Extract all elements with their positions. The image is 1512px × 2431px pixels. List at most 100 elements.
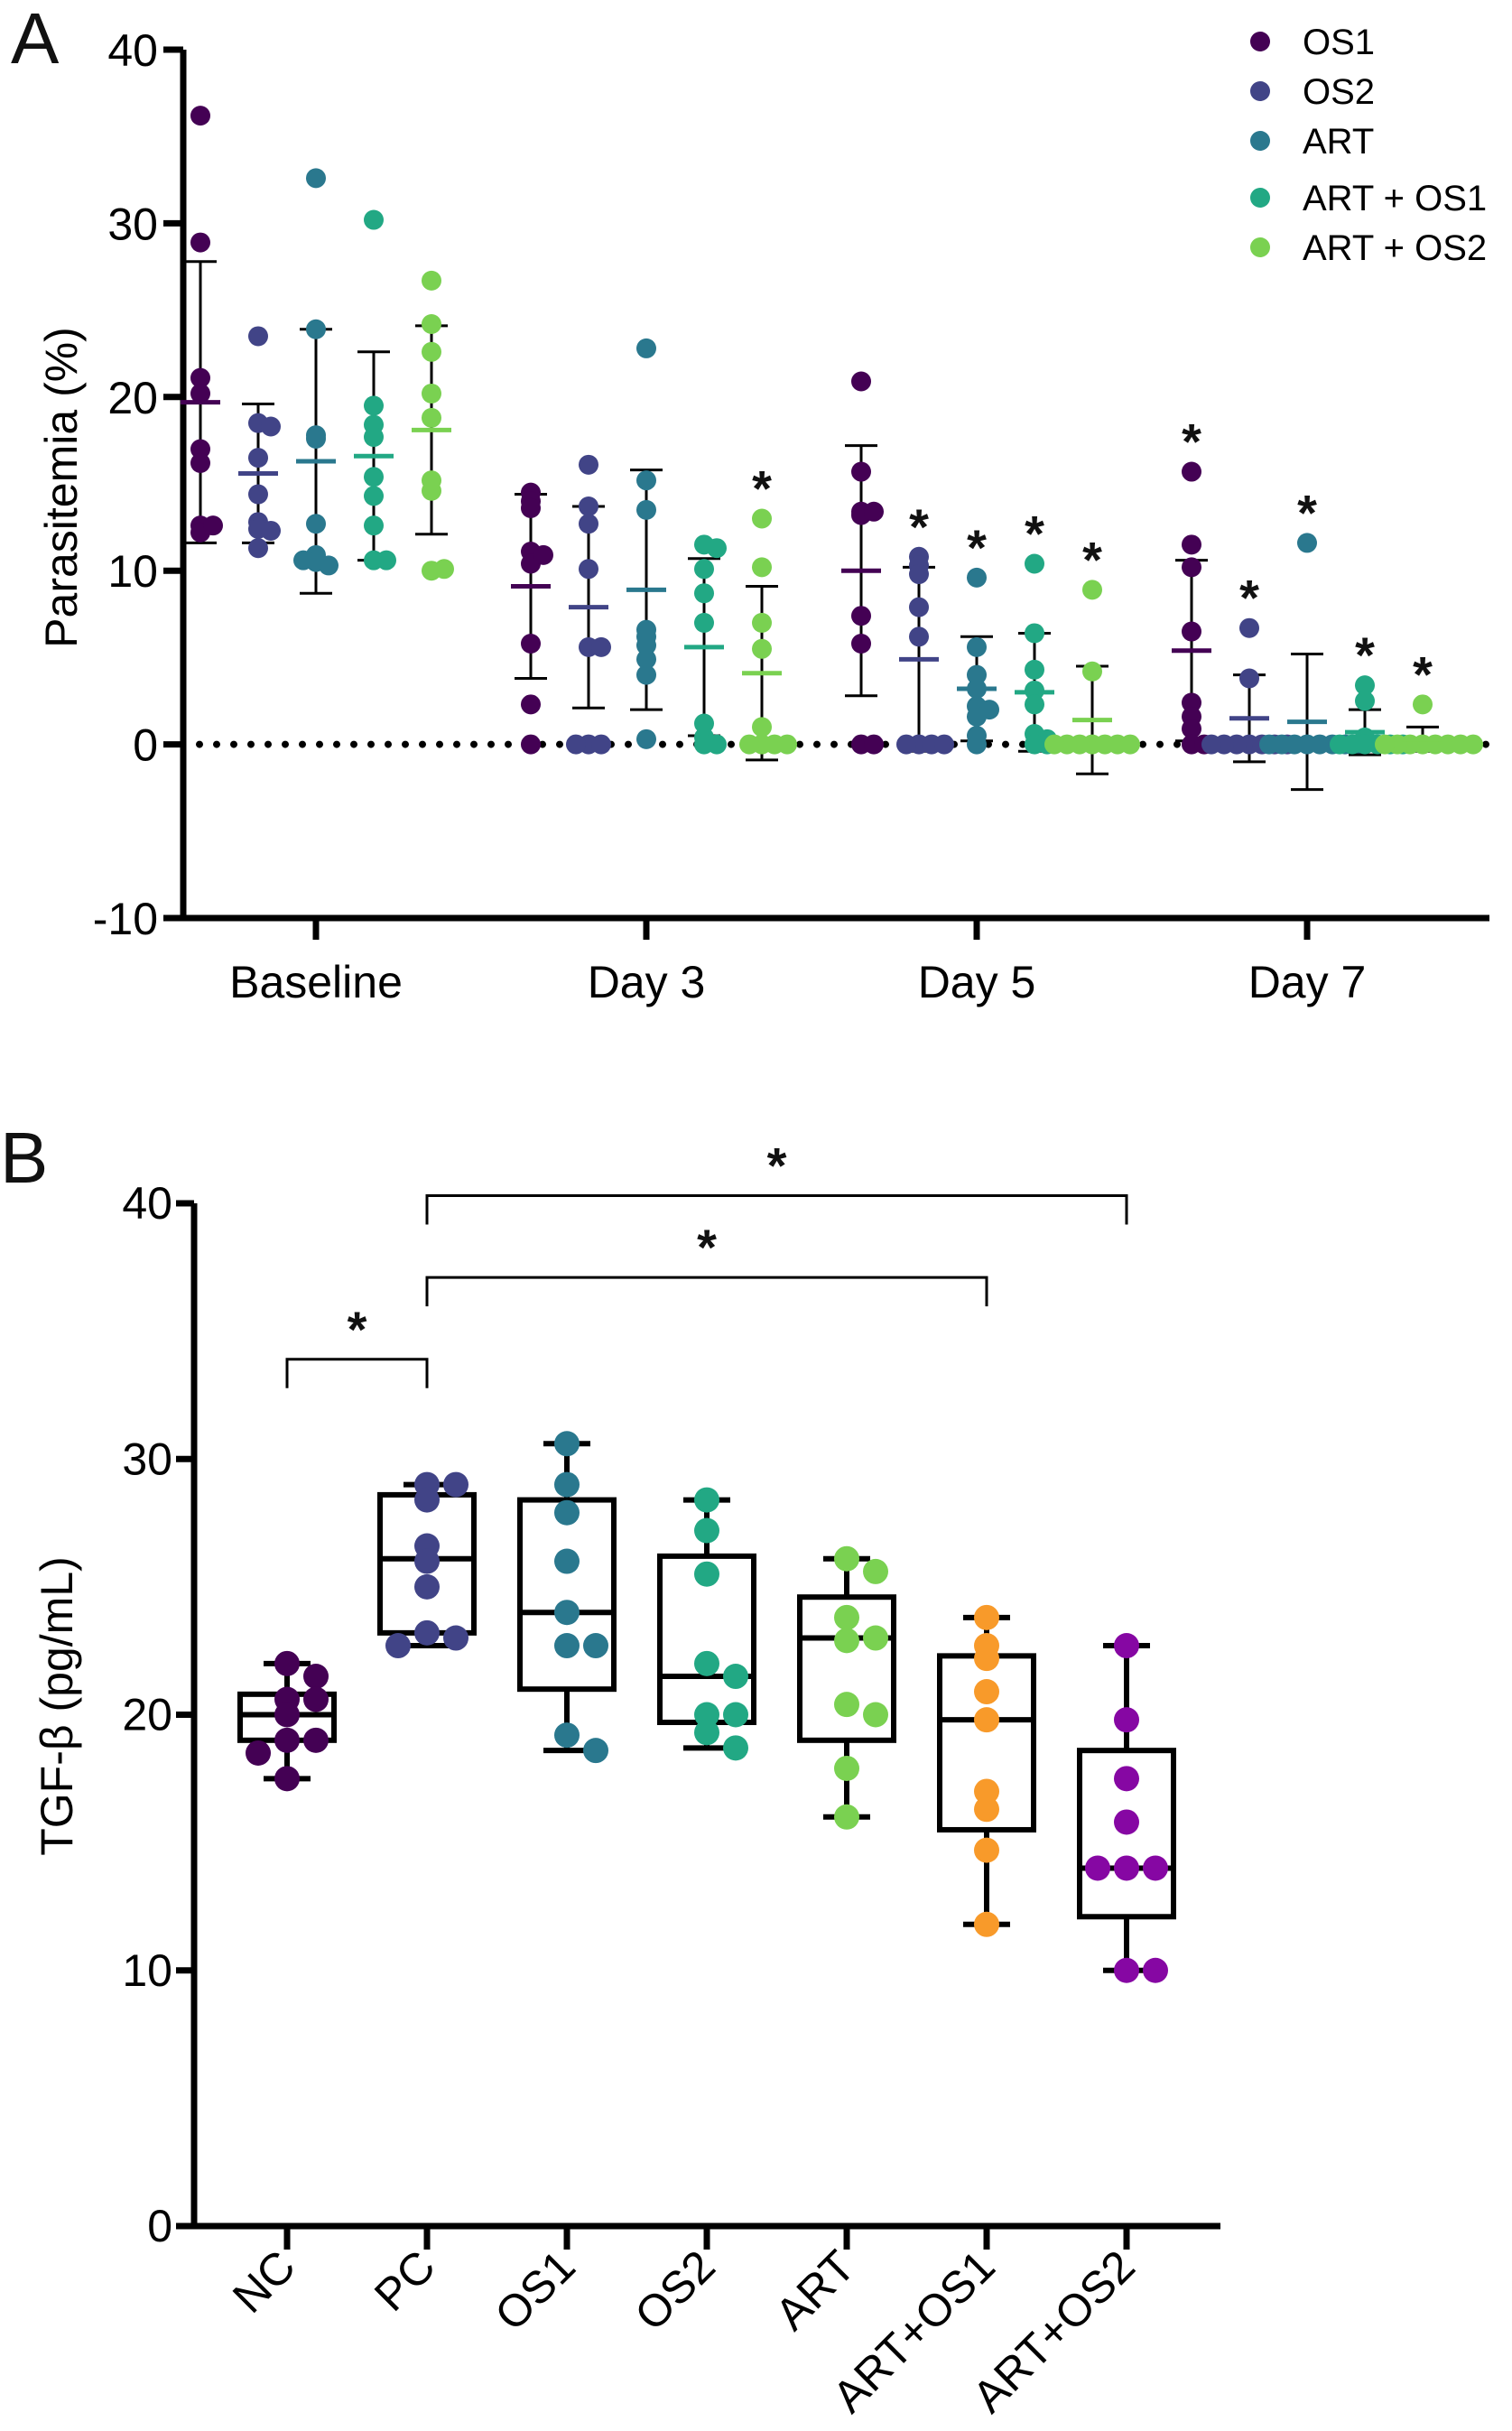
data-point-os2 — [579, 559, 598, 580]
data-point-artos1 — [1025, 623, 1044, 644]
data-point-os1 — [1182, 719, 1201, 739]
data-point-os2 — [591, 636, 611, 657]
data-point-art — [636, 664, 656, 685]
legend-marker — [1250, 131, 1270, 151]
data-point-art-os1 — [974, 1707, 999, 1733]
data-point-art-os1 — [974, 1679, 999, 1705]
significance-star: * — [1297, 484, 1317, 541]
data-point-artos1 — [1025, 553, 1044, 574]
panel-a: A Parasitemia (%) -10 0 10 20 30 40 Baseline Da… — [11, 0, 1493, 1007]
data-point-artos2 — [422, 383, 441, 404]
data-point-art-os1 — [974, 1646, 999, 1672]
y-tick-label: 10 — [122, 1945, 172, 1996]
comparison-star: * — [348, 1301, 367, 1358]
data-point-os1 — [190, 232, 210, 253]
data-point-os2 — [248, 538, 268, 559]
significance-star: * — [909, 498, 929, 555]
data-point-art — [967, 567, 987, 588]
data-point-art — [967, 664, 987, 685]
significance-star: * — [1413, 645, 1433, 702]
data-point-art — [636, 635, 656, 655]
data-point-art-os2 — [1114, 1766, 1139, 1792]
data-point-pc — [414, 1573, 440, 1600]
x-tick-label: ART — [765, 2241, 865, 2340]
data-point-os1 — [583, 1633, 608, 1659]
data-point-os1 — [521, 734, 541, 755]
y-tick-label: 40 — [107, 25, 158, 76]
legend-label: OS1 — [1303, 23, 1375, 62]
data-point-artos2 — [752, 508, 772, 529]
data-point-os2 — [591, 734, 611, 755]
significance-star: * — [1355, 626, 1375, 683]
data-point-art — [306, 514, 326, 534]
data-point-os2 — [1201, 734, 1221, 755]
y-tick-label: 20 — [107, 373, 158, 423]
significance-star: * — [967, 519, 987, 576]
data-point-art — [834, 1804, 859, 1830]
panel-b-comparisons: * * * — [285, 1137, 1128, 1388]
data-point-os2 — [723, 1702, 748, 1728]
data-point-os2 — [261, 416, 281, 437]
data-point-artos1 — [1330, 734, 1350, 755]
legend-label: ART + OS2 — [1303, 228, 1487, 268]
y-tick-label: 30 — [107, 199, 158, 249]
data-point-pc — [443, 1471, 468, 1498]
significance-star: * — [752, 459, 772, 516]
data-point-artos2 — [422, 313, 441, 334]
y-tick-label: 30 — [122, 1434, 172, 1484]
data-point-os1 — [1182, 621, 1201, 642]
data-point-artos1 — [1025, 694, 1044, 715]
box-art — [797, 1594, 896, 1743]
significance-star: * — [1239, 570, 1259, 626]
data-point-os2 — [934, 734, 954, 755]
box-art-os2 — [1077, 1748, 1176, 1920]
data-point-art — [979, 700, 999, 720]
data-point-artos2 — [752, 717, 772, 738]
data-point-artos2 — [422, 270, 441, 291]
x-tick-label: Baseline — [229, 957, 403, 1007]
data-point-os1 — [521, 634, 541, 654]
data-point-os1 — [1182, 534, 1201, 555]
data-point-art — [306, 428, 326, 449]
data-point-os2 — [694, 1561, 719, 1587]
data-point-artos1 — [694, 713, 714, 734]
data-point-artos1 — [364, 427, 384, 448]
data-point-art — [863, 1702, 888, 1728]
y-tick-label: -10 — [93, 894, 158, 944]
data-point-os2 — [694, 1517, 719, 1544]
data-point-art — [306, 319, 326, 339]
comparison-star: * — [767, 1137, 787, 1194]
data-point-os1 — [851, 606, 871, 626]
data-point-os2 — [694, 1487, 719, 1513]
data-point-artos1 — [1025, 659, 1044, 680]
data-point-os1 — [554, 1499, 580, 1526]
data-point-artos2 — [739, 734, 759, 755]
data-point-os1 — [1182, 692, 1201, 713]
panel-a-axes: -10 0 10 20 30 40 Baseline Day 3 Day 5 Day 7 — [93, 25, 1493, 1007]
data-point-nc — [303, 1664, 329, 1690]
data-point-art-os2 — [1143, 1855, 1168, 1881]
data-point-art-os2 — [1114, 1633, 1139, 1659]
data-point-art — [834, 1545, 859, 1572]
data-point-artos1 — [1355, 691, 1375, 711]
data-point-art-os2 — [1114, 1957, 1139, 1983]
data-point-pc — [443, 1625, 468, 1651]
data-point-art — [636, 338, 656, 358]
y-tick-label: 0 — [133, 720, 158, 771]
data-point-os2 — [248, 448, 268, 469]
data-point-art-os2 — [1143, 1957, 1168, 1983]
data-point-os1 — [190, 106, 210, 126]
data-point-artos2 — [1413, 694, 1433, 715]
data-point-artos2 — [422, 407, 441, 428]
y-tick-label: 20 — [122, 1690, 172, 1740]
data-point-artos1 — [364, 486, 384, 506]
panel-b-marks — [237, 1431, 1176, 1983]
data-point-nc — [274, 1650, 300, 1676]
data-point-os2 — [1239, 617, 1259, 638]
data-point-os2 — [896, 734, 916, 755]
data-point-os2 — [579, 454, 598, 475]
data-point-nc — [274, 1702, 300, 1728]
panel-b-label: B — [0, 1118, 48, 1198]
data-point-art — [1297, 533, 1317, 553]
comparison-bracket — [425, 1276, 988, 1307]
